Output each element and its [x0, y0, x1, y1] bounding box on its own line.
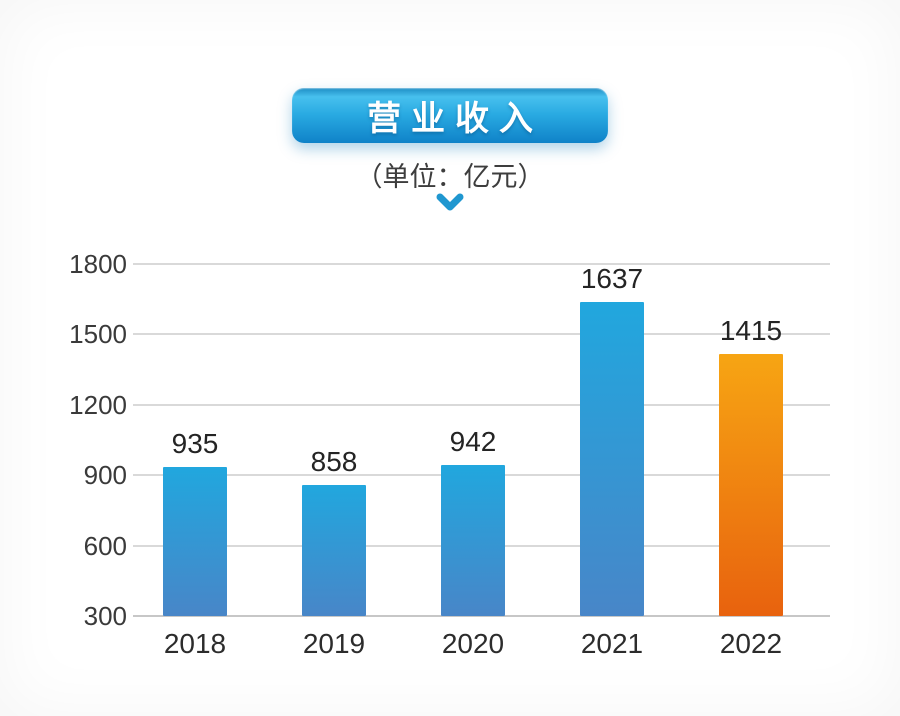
x-tick-label: 2018 — [163, 628, 227, 659]
y-tick-label: 1200 — [69, 389, 127, 420]
bar-2022 — [719, 354, 783, 616]
bar-2018 — [163, 466, 227, 616]
gridline — [133, 615, 830, 617]
y-tick-label: 1500 — [69, 319, 127, 350]
x-tick-label: 2020 — [441, 628, 505, 659]
y-tick-label: 900 — [83, 460, 127, 491]
y-tick-label: 600 — [83, 530, 127, 561]
bar-2020 — [441, 465, 505, 616]
bar-value-label: 935 — [171, 427, 219, 459]
bar-value-label: 942 — [449, 426, 497, 458]
gridline — [133, 263, 830, 265]
y-tick-label: 1800 — [69, 249, 127, 279]
x-tick-label: 2019 — [302, 628, 366, 659]
bar-2021 — [580, 302, 644, 616]
y-tick-label: 300 — [83, 601, 127, 631]
bar-value-label: 1415 — [719, 315, 783, 347]
gridline — [133, 403, 830, 406]
x-tick-label: 2022 — [719, 628, 783, 659]
title-badge: 营业收入 — [292, 88, 608, 143]
gridline — [133, 333, 830, 336]
chevron-down-icon — [436, 193, 464, 211]
unit-label: （单位：亿元） — [355, 162, 545, 192]
page-title: 营业收入 — [367, 100, 543, 138]
bar-value-label: 1637 — [580, 263, 644, 295]
x-tick-label: 2021 — [580, 628, 644, 659]
bar-2019 — [302, 485, 366, 616]
bar-value-label: 858 — [310, 446, 358, 478]
